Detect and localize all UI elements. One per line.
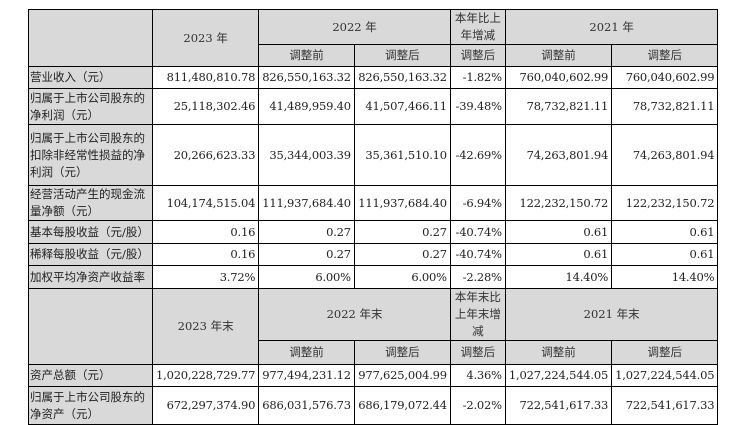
value-cell: 74,263,801.94 <box>504 124 613 186</box>
header-2021: 2021 年 <box>504 9 719 45</box>
table-row: 归属于上市公司股东的净资产（元） 672,297,374.90 686,031,57… <box>28 386 719 425</box>
subheader-after: 调整后 <box>449 340 506 365</box>
table-row: 归属于上市公司股东的净利润（元） 25,118,302.46 41,489,959.… <box>28 88 719 125</box>
header-blank <box>28 9 153 67</box>
value-cell: 977,494,231.12 <box>258 364 355 387</box>
subheader-before: 调整前 <box>504 340 613 365</box>
table-row: 基本每股收益（元/股） 0.16 0.27 0.27 -40.74% 0.61 0.61 <box>28 220 719 244</box>
subheader-after: 调整后 <box>353 44 451 67</box>
subheader-after: 调整后 <box>353 340 451 365</box>
value-cell: 826,550,163.32 <box>258 66 355 89</box>
subheader-after: 调整后 <box>611 340 719 365</box>
value-cell: 0.27 <box>353 220 451 244</box>
table-row: 资产总额（元） 1,020,228,729.77 977,494,231.12 977… <box>28 364 719 387</box>
value-cell: 722,541,617.33 <box>611 386 719 425</box>
header-change: 本年比上年增减 <box>449 9 506 45</box>
value-cell: 35,344,003.39 <box>258 124 355 186</box>
table-row: 营业收入（元） 811,480,810.78 826,550,163.32 826,5… <box>28 66 719 89</box>
value-cell: -1.82% <box>449 66 506 89</box>
row-label: 归属于上市公司股东的扣除非经常性损益的净利润（元） <box>28 124 153 186</box>
subheader-row: 调整前 调整后 调整后 调整前 调整后 <box>29 340 719 365</box>
value-cell: -6.94% <box>449 185 506 221</box>
subheader-before: 调整前 <box>258 340 355 365</box>
value-cell: 104,174,515.04 <box>151 185 260 221</box>
value-cell: 4.36% <box>449 364 506 387</box>
subheader-after: 调整后 <box>611 44 719 67</box>
value-cell: 0.27 <box>353 243 451 266</box>
value-cell: 74,263,801.94 <box>611 124 719 186</box>
value-cell: 0.61 <box>504 243 613 266</box>
value-cell: 6.00% <box>258 265 355 289</box>
value-cell: 14.40% <box>504 265 613 289</box>
value-cell: 760,040,602.99 <box>504 66 613 89</box>
row-label: 基本每股收益（元/股） <box>28 220 153 244</box>
subheader-before: 调整前 <box>504 44 613 67</box>
value-cell: 14.40% <box>611 265 719 289</box>
row-label: 加权平均净资产收益率 <box>28 265 153 289</box>
header-2023: 2023 年 <box>151 9 260 67</box>
row-label: 经营活动产生的现金流量净额（元） <box>28 185 153 221</box>
table-row: 加权平均净资产收益率 3.72% 6.00% 6.00% -2.28% 14.40% 14.… <box>28 265 719 289</box>
value-cell: -2.02% <box>449 386 506 425</box>
value-cell: 122,232,150.72 <box>611 185 719 221</box>
row-label: 归属于上市公司股东的净资产（元） <box>28 386 153 425</box>
value-cell: -40.74% <box>449 220 506 244</box>
value-cell: 0.16 <box>151 220 260 244</box>
value-cell: 6.00% <box>353 265 451 289</box>
value-cell: 35,361,510.10 <box>353 124 451 186</box>
header-2022-end: 2022 年末 <box>258 288 451 341</box>
value-cell: -39.48% <box>449 88 506 125</box>
value-cell: 122,232,150.72 <box>504 185 613 221</box>
subheader-after: 调整后 <box>449 44 506 67</box>
value-cell: 672,297,374.90 <box>151 386 260 425</box>
value-cell: 0.61 <box>611 243 719 266</box>
row-label: 营业收入（元） <box>28 66 153 89</box>
value-cell: 1,020,228,729.77 <box>151 364 260 387</box>
value-cell: -2.28% <box>449 265 506 289</box>
header-2022: 2022 年 <box>258 9 451 45</box>
row-label: 稀释每股收益（元/股） <box>28 243 153 266</box>
table-row: 稀释每股收益（元/股） 0.16 0.27 0.27 -40.74% 0.61 0.61 <box>28 243 719 266</box>
value-cell: 0.61 <box>504 220 613 244</box>
value-cell: 78,732,821.11 <box>611 88 719 125</box>
value-cell: 0.61 <box>611 220 719 244</box>
value-cell: 0.27 <box>258 243 355 266</box>
table-row: 归属于上市公司股东的扣除非经常性损益的净利润（元） 20,266,623.33 35… <box>28 124 719 186</box>
value-cell: 811,480,810.78 <box>151 66 260 89</box>
value-cell: 686,031,576.73 <box>258 386 355 425</box>
row-label: 资产总额（元） <box>28 364 153 387</box>
subheader-before: 调整前 <box>258 44 355 67</box>
value-cell: 722,541,617.33 <box>504 386 613 425</box>
header-row: 2023 年 2022 年 本年比上年增减 2021 年 <box>28 9 719 67</box>
value-cell: 1,027,224,544.05 <box>611 364 719 387</box>
value-cell: -40.74% <box>449 243 506 266</box>
row-label: 归属于上市公司股东的净利润（元） <box>28 88 153 125</box>
value-cell: 3.72% <box>151 265 260 289</box>
value-cell: 41,489,959.40 <box>258 88 355 125</box>
header-blank <box>28 288 153 365</box>
value-cell: 1,027,224,544.05 <box>504 364 613 387</box>
header-2021-end: 2021 年末 <box>504 288 719 341</box>
value-cell: 0.27 <box>258 220 355 244</box>
value-cell: 111,937,684.40 <box>258 185 355 221</box>
value-cell: 25,118,302.46 <box>151 88 260 125</box>
subheader-row: 调整前 调整后 调整后 调整前 调整后 <box>29 44 719 67</box>
value-cell: 686,179,072.44 <box>353 386 451 425</box>
financial-data-table: 2023 年 2022 年 本年比上年增减 2021 年 调整前 调整后 调整后… <box>28 9 719 425</box>
value-cell: 0.16 <box>151 243 260 266</box>
value-cell: 760,040,602.99 <box>611 66 719 89</box>
value-cell: 977,625,004.99 <box>353 364 451 387</box>
header-change: 本年末比上年末增减 <box>449 288 506 341</box>
value-cell: 826,550,163.32 <box>353 66 451 89</box>
value-cell: 20,266,623.33 <box>151 124 260 186</box>
value-cell: -42.69% <box>449 124 506 186</box>
header-row: 2023 年末 2022 年末 本年末比上年末增减 2021 年末 <box>28 288 719 365</box>
header-2023-end: 2023 年末 <box>151 288 260 365</box>
value-cell: 41,507,466.11 <box>353 88 451 125</box>
value-cell: 78,732,821.11 <box>504 88 613 125</box>
table-row: 经营活动产生的现金流量净额（元） 104,174,515.04 111,937,68… <box>28 185 719 221</box>
value-cell: 111,937,684.40 <box>353 185 451 221</box>
